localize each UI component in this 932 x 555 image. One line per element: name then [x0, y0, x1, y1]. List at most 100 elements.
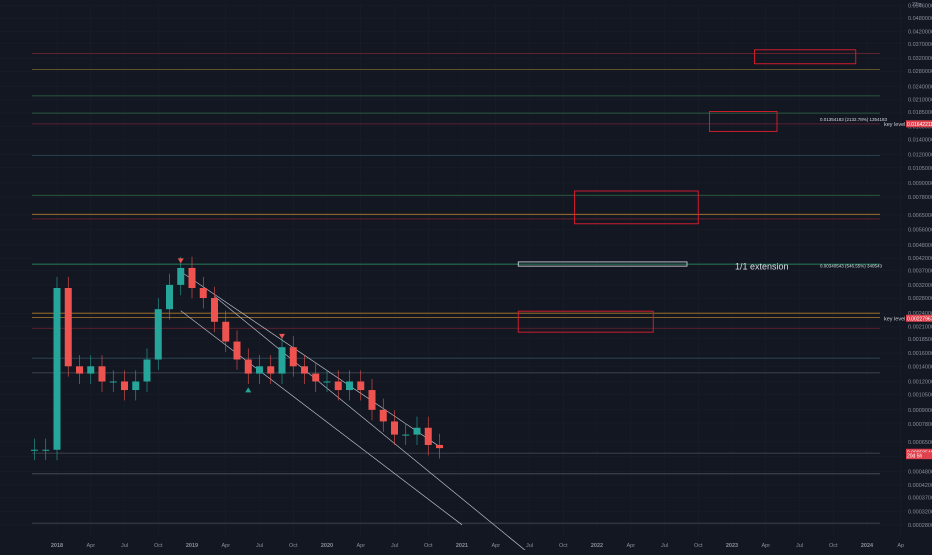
- extension-box[interactable]: [574, 190, 699, 225]
- candle-body: [222, 321, 230, 342]
- y-tick-label: 0.04200000: [908, 29, 932, 35]
- x-tick-label: 2019: [186, 543, 198, 549]
- channel-line[interactable]: [180, 271, 440, 447]
- price-top-label: 27m: [912, 2, 922, 8]
- y-tick-label: 0.00120000: [908, 379, 932, 385]
- candle-body: [244, 359, 252, 374]
- x-tick-label: 2018: [51, 543, 63, 549]
- price-badge-text: 0.00227967: [907, 316, 932, 322]
- price-badge-text: 20d 5h: [907, 454, 923, 460]
- candle-body: [402, 434, 410, 436]
- y-tick-label: 0.00650000: [908, 213, 932, 219]
- y-tick-label: 0.00028000: [908, 523, 932, 529]
- price-badge: [906, 452, 932, 460]
- x-tick-label: 2020: [321, 543, 333, 549]
- y-tick-label: 0.00900000: [908, 181, 932, 187]
- x-tick-label: Apr: [356, 543, 365, 549]
- y-tick-label: 0.00032000: [908, 510, 932, 516]
- x-tick-label: Jul: [121, 543, 128, 549]
- candle-body: [132, 381, 140, 391]
- candle-body: [64, 288, 72, 367]
- annotation-label: key level: [884, 122, 905, 128]
- y-tick-label: 0.00037000: [908, 495, 932, 501]
- candle-body: [346, 381, 353, 391]
- candle-body: [256, 366, 263, 374]
- candle-body: [334, 381, 342, 391]
- price-badge: [906, 314, 932, 322]
- x-tick-label: 2022: [591, 543, 603, 549]
- y-tick-label: 0.00480000: [908, 243, 932, 249]
- price-badge-text: 0.01642211: [907, 122, 932, 128]
- candle-body: [267, 366, 275, 374]
- x-tick-label: 2024: [861, 543, 874, 549]
- candle-body: [368, 390, 376, 410]
- x-tick-label: Apr: [491, 543, 500, 549]
- extension-box[interactable]: [517, 310, 654, 333]
- y-tick-label: 0.03200000: [908, 56, 932, 62]
- y-tick-label: 0.01600000: [908, 124, 932, 130]
- y-tick-label: 0.01050000: [908, 166, 932, 172]
- candle-body: [87, 366, 95, 374]
- annotation-label: 0.00340543 (546.55%) 340543: [820, 263, 883, 268]
- x-tick-label: Jul: [526, 543, 533, 549]
- y-tick-label: 0.01200000: [908, 153, 932, 159]
- candle-body: [436, 444, 443, 449]
- y-tick-label: 0.00160000: [908, 351, 932, 357]
- extension-box[interactable]: [709, 111, 778, 132]
- arrow-down-icon: [177, 258, 184, 264]
- arrow-up-icon: [245, 387, 252, 393]
- candle-body: [379, 409, 387, 422]
- x-tick-label: Oct: [694, 543, 703, 549]
- x-tick-label: Apr: [221, 543, 230, 549]
- annotations: key level key level 1/1 extension 0.0135418…: [735, 117, 905, 322]
- candle-body: [143, 359, 151, 382]
- x-tick-label: Oct: [424, 543, 433, 549]
- candle-body: [289, 347, 297, 367]
- x-tick-label: Jul: [256, 543, 263, 549]
- candle-body: [121, 381, 128, 391]
- y-tick-label: 0.02100000: [908, 98, 932, 104]
- x-tick-label: Oct: [559, 543, 568, 549]
- channel-line[interactable]: [214, 296, 541, 555]
- x-tick-label: Oct: [289, 543, 298, 549]
- price-axis[interactable]: 0.05460000 0.04800000 0.04200000 0.03700000…: [908, 3, 932, 528]
- candle-body: [166, 284, 173, 310]
- candle-body: [424, 427, 432, 445]
- y-tick-label: 0.01850000: [908, 110, 932, 116]
- candle-body: [188, 267, 196, 289]
- x-tick-label: Jul: [661, 543, 668, 549]
- candle-body: [211, 298, 218, 322]
- candle-body: [357, 381, 365, 391]
- candle-body: [323, 381, 331, 383]
- candle-body: [76, 366, 83, 374]
- price-badge: [906, 120, 932, 128]
- candle-body: [177, 267, 185, 285]
- y-tick-label: 0.00560000: [908, 228, 932, 234]
- y-tick-label: 0.03700000: [908, 42, 932, 48]
- candle-body: [413, 427, 421, 435]
- extension-box[interactable]: [754, 49, 857, 65]
- extension-boxes[interactable]: [517, 49, 857, 333]
- candle-body: [391, 421, 398, 435]
- markers: [177, 258, 285, 393]
- channel-line[interactable]: [180, 310, 463, 526]
- x-tick-label: Jul: [391, 543, 398, 549]
- extension-box[interactable]: [517, 261, 688, 267]
- candle-body: [312, 373, 320, 382]
- price-candles: [31, 256, 443, 461]
- candle-body: [301, 366, 308, 374]
- x-tick-label: Apr: [86, 543, 95, 549]
- x-tick-label: Ap: [897, 543, 904, 549]
- fib-levels: [32, 53, 880, 524]
- channel-lines[interactable]: [180, 271, 541, 555]
- time-axis[interactable]: 2018 Apr Jul Oct 2019 Apr Jul Oct 2020 Apr Jul Oct 2…: [51, 543, 904, 549]
- x-tick-label: Jul: [796, 543, 803, 549]
- arrow-down-icon: [279, 333, 285, 339]
- annotation-label: key level: [884, 316, 905, 322]
- candle-body: [199, 288, 207, 299]
- candle-body: [42, 449, 50, 451]
- candle-body: [154, 309, 162, 360]
